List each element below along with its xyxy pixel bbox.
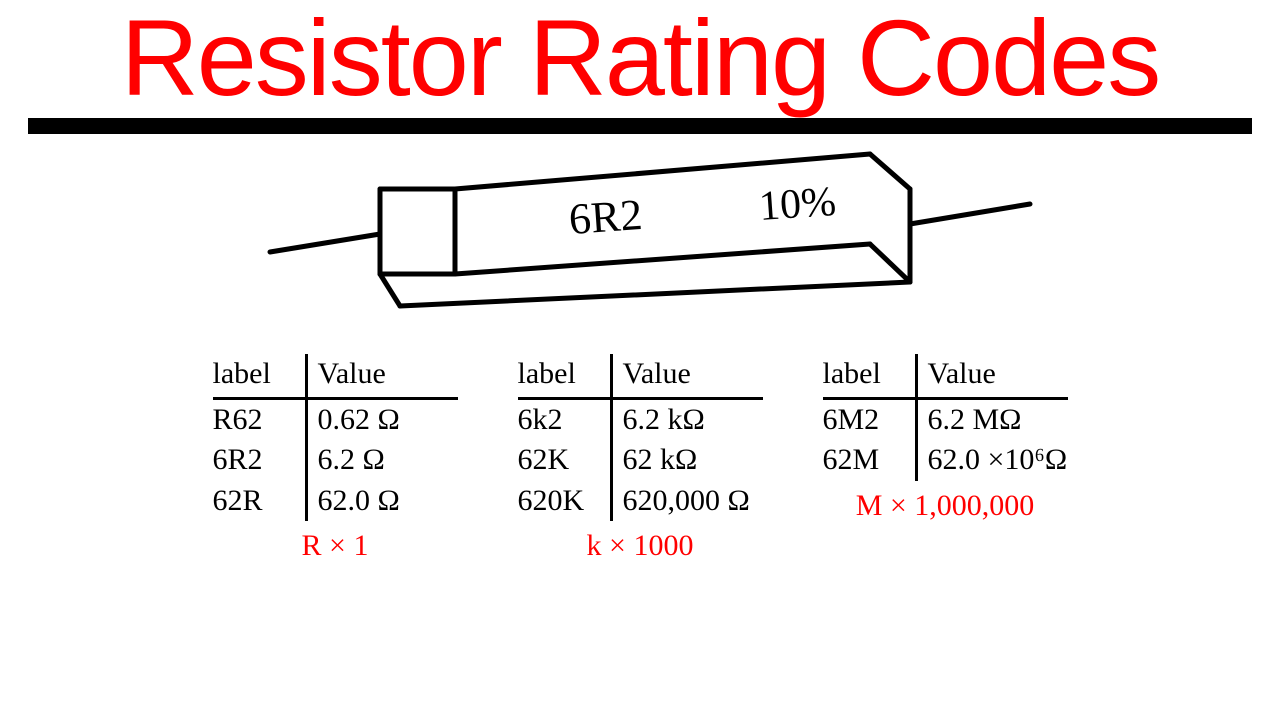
table-row: 6k2 6.2 kΩ	[518, 400, 763, 441]
table-row: 6R2 6.2 Ω	[213, 440, 458, 481]
cell-value: 0.62 Ω	[308, 400, 458, 441]
multiplier-k: k × 1000	[587, 529, 694, 563]
cell-value: 620,000 Ω	[613, 481, 763, 522]
cell-value: 62.0 ×10⁶Ω	[918, 440, 1068, 481]
cell-value: 62.0 Ω	[308, 481, 458, 522]
page-title: Resistor Rating Codes	[0, 0, 1280, 112]
title-underline	[28, 118, 1252, 134]
table-group-r: label Value R62 0.62 Ω 6R2 6.2 Ω 62R 62.…	[213, 354, 458, 563]
table-group-m: label Value 6M2 6.2 MΩ 62M 62.0 ×10⁶Ω M …	[823, 354, 1068, 563]
table-r: label Value R62 0.62 Ω 6R2 6.2 Ω 62R 62.…	[213, 354, 458, 521]
resistor-diagram: 6R2 10%	[0, 134, 1280, 364]
cell-label: 620K	[518, 481, 613, 522]
cell-label: 62R	[213, 481, 308, 522]
cell-label: 62K	[518, 440, 613, 481]
table-row: 62R 62.0 Ω	[213, 481, 458, 522]
table-row: R62 0.62 Ω	[213, 400, 458, 441]
cell-value: 6.2 MΩ	[918, 400, 1068, 441]
table-group-k: label Value 6k2 6.2 kΩ 62K 62 kΩ 620K 62…	[518, 354, 763, 563]
table-row: 62M 62.0 ×10⁶Ω	[823, 440, 1068, 481]
table-row: 6M2 6.2 MΩ	[823, 400, 1068, 441]
cell-label: 6k2	[518, 400, 613, 441]
table-row: 62K 62 kΩ	[518, 440, 763, 481]
multiplier-r: R × 1	[302, 529, 369, 563]
cell-label: R62	[213, 400, 308, 441]
cell-label: 6M2	[823, 400, 918, 441]
table-m: label Value 6M2 6.2 MΩ 62M 62.0 ×10⁶Ω	[823, 354, 1068, 481]
tables-container: label Value R62 0.62 Ω 6R2 6.2 Ω 62R 62.…	[0, 354, 1280, 563]
resistor-tolerance-text: 10%	[757, 179, 837, 230]
cell-value: 6.2 kΩ	[613, 400, 763, 441]
cell-value: 6.2 Ω	[308, 440, 458, 481]
cell-label: 6R2	[213, 440, 308, 481]
resistor-svg: 6R2 10%	[230, 134, 1050, 364]
multiplier-m: M × 1,000,000	[856, 489, 1035, 523]
table-row: 620K 620,000 Ω	[518, 481, 763, 522]
cell-value: 62 kΩ	[613, 440, 763, 481]
resistor-code-text: 6R2	[567, 190, 644, 244]
table-k: label Value 6k2 6.2 kΩ 62K 62 kΩ 620K 62…	[518, 354, 763, 521]
cell-label: 62M	[823, 440, 918, 481]
